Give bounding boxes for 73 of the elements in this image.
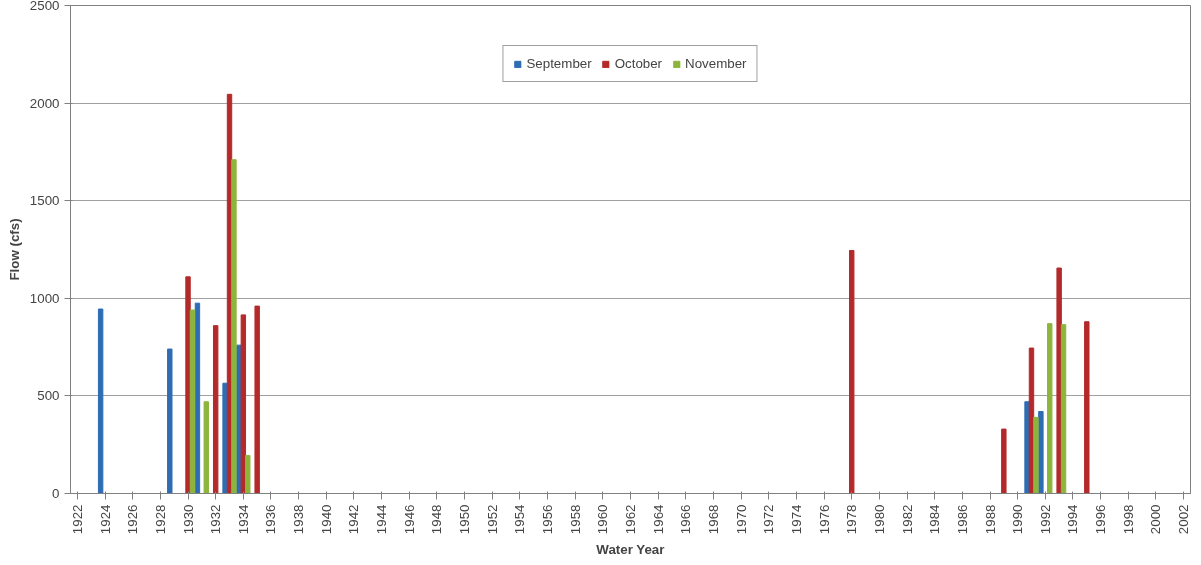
x-tick-label: 1970 [733, 504, 749, 535]
x-tick-label: 1990 [1010, 504, 1026, 535]
legend-label: September [526, 56, 592, 71]
bar [1056, 267, 1062, 494]
bar [849, 249, 855, 494]
y-axis-title: Flow (cfs) [6, 218, 22, 281]
y-tick-label: 2000 [29, 95, 60, 111]
bar [189, 309, 196, 494]
y-tick-label: 1500 [29, 193, 60, 209]
legend-label: October [614, 56, 663, 71]
x-tick-label: 1934 [235, 503, 251, 535]
bar [1060, 324, 1067, 494]
x-axis-title: Water Year [596, 542, 665, 558]
x-tick-label: 1996 [1093, 504, 1109, 535]
bar [185, 276, 191, 494]
x-tick-label: 1942 [346, 504, 362, 535]
x-tick-label: 1968 [705, 504, 721, 535]
x-tick-label: 1926 [125, 504, 141, 535]
x-tick-label: 1938 [291, 504, 307, 535]
x-tick-label: 1940 [318, 504, 334, 535]
x-tick-label: 2002 [1176, 504, 1192, 535]
x-tick-label: 1980 [871, 504, 887, 535]
x-tick-label: 1964 [650, 503, 666, 535]
bar [222, 382, 228, 494]
x-tick-label: 1978 [844, 504, 860, 535]
x-tick-label: 1976 [816, 504, 832, 535]
x-tick-label: 1994 [1065, 503, 1081, 535]
x-tick-label: 1948 [429, 504, 445, 535]
bar [1084, 321, 1090, 494]
x-tick-label: 1944 [374, 503, 390, 535]
bar [203, 401, 209, 494]
x-tick-label: 1966 [678, 504, 694, 535]
y-tick-label: 1000 [29, 290, 60, 306]
bar [1001, 428, 1007, 494]
x-tick-label: 1928 [152, 504, 168, 535]
x-tick-label: 1932 [208, 504, 224, 535]
x-tick-label: 1962 [623, 504, 638, 535]
bar [167, 348, 173, 494]
x-tick-label: 1936 [263, 504, 279, 535]
y-tick-label: 500 [37, 388, 60, 404]
y-tick-label: 0 [52, 486, 60, 501]
x-tick-label: 1998 [1120, 504, 1136, 535]
x-tick-label: 1930 [180, 504, 196, 535]
x-tick-label: 1982 [899, 504, 915, 535]
bar [1024, 401, 1030, 494]
x-tick-label: 1924 [97, 503, 113, 535]
bar [245, 454, 251, 494]
bar [1038, 411, 1044, 494]
bar [240, 314, 247, 494]
x-tick-label: 1958 [567, 504, 583, 535]
x-tick-label: 1986 [954, 504, 970, 535]
x-tick-label: 1922 [69, 504, 85, 535]
x-tick-label: 1992 [1037, 504, 1053, 535]
x-tick-label: 1984 [927, 503, 943, 535]
x-tick-label: 1952 [484, 504, 500, 535]
x-tick-label: 1972 [761, 504, 777, 535]
x-tick-label: 1954 [512, 503, 528, 535]
bar [231, 159, 237, 494]
y-tick-label: 2500 [29, 0, 60, 13]
x-tick-label: 1950 [457, 504, 473, 535]
x-tick-label: 1956 [540, 504, 556, 535]
bar [97, 308, 104, 494]
bar [194, 302, 201, 494]
x-tick-label: 1946 [401, 504, 417, 535]
x-tick-label: 1988 [982, 504, 998, 535]
bar [1033, 416, 1039, 494]
x-tick-label: 1960 [595, 504, 611, 535]
legend-label: November [685, 56, 747, 71]
bar [212, 325, 219, 494]
bar [1047, 323, 1053, 494]
x-tick-label: 1974 [788, 503, 804, 535]
bar [254, 305, 260, 494]
x-tick-label: 2000 [1148, 504, 1164, 535]
